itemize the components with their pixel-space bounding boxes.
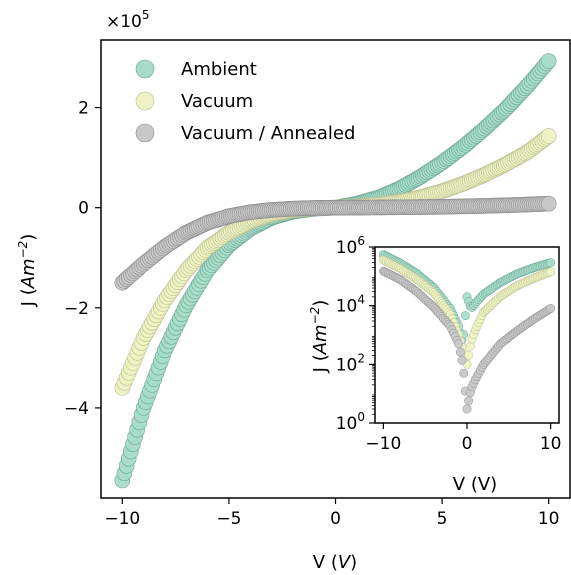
y-tick-label: −2 bbox=[64, 299, 89, 319]
legend: Ambient Vacuum Vacuum / Annealed bbox=[135, 59, 355, 144]
inset-x-tick-label: 0 bbox=[462, 434, 473, 454]
inset-y-ticks: 100 102 104 106 bbox=[336, 234, 375, 434]
legend-marker bbox=[135, 59, 155, 79]
inset-x-ticks: −10 0 10 bbox=[365, 423, 561, 454]
y-tick-label: 0 bbox=[78, 199, 89, 219]
main-series-2 bbox=[114, 195, 557, 291]
main-y-axis-label: J (Am−2) bbox=[16, 234, 39, 308]
legend-label: Vacuum / Annealed bbox=[181, 123, 355, 144]
inset-y-axis-label: J (Am−2) bbox=[308, 300, 331, 374]
main-points bbox=[114, 53, 557, 489]
x-tick-label: 0 bbox=[330, 509, 341, 529]
inset-y-tick-label: 106 bbox=[336, 234, 365, 258]
data-point bbox=[464, 350, 474, 360]
main-x-ticks: −10 −5 0 5 10 bbox=[104, 498, 560, 529]
inset-y-tick-label: 102 bbox=[336, 351, 365, 375]
inset-points bbox=[378, 250, 556, 414]
main-scale-label: ×105 bbox=[106, 8, 150, 32]
data-point bbox=[546, 304, 556, 313]
data-point bbox=[457, 355, 467, 365]
inset-x-axis-label: V (V) bbox=[453, 474, 497, 495]
inset-chart: −10 0 10 100 102 104 106 V (V) J (Am−2) bbox=[308, 234, 561, 495]
main-series-1 bbox=[114, 128, 557, 396]
data-point bbox=[540, 195, 557, 212]
data-point bbox=[460, 311, 470, 321]
main-chart: −10 −5 0 5 10 −4 −2 0 2 ×105 V (V) J (Am−2) Amb… bbox=[16, 8, 571, 573]
inset-series-2 bbox=[378, 266, 556, 414]
legend-label: Vacuum bbox=[181, 91, 253, 112]
inset-series-1 bbox=[378, 255, 556, 369]
data-point bbox=[459, 368, 469, 378]
inset-y-tick-label: 100 bbox=[336, 410, 365, 434]
data-point bbox=[540, 53, 557, 69]
x-tick-label: 10 bbox=[538, 509, 560, 529]
y-tick-label: −4 bbox=[64, 399, 89, 419]
legend-marker bbox=[135, 123, 155, 143]
legend-label: Ambient bbox=[181, 59, 257, 80]
data-point bbox=[462, 404, 472, 414]
data-point bbox=[464, 396, 474, 406]
inset-x-tick-label: −10 bbox=[365, 434, 401, 454]
data-point bbox=[454, 339, 464, 349]
inset-x-tick-label: 10 bbox=[540, 434, 562, 454]
inset-y-tick-label: 104 bbox=[336, 293, 365, 317]
data-point bbox=[546, 258, 556, 268]
legend-marker bbox=[135, 91, 155, 111]
data-point bbox=[455, 347, 465, 357]
data-point bbox=[546, 267, 556, 277]
main-y-ticks: −4 −2 0 2 bbox=[64, 99, 101, 419]
x-tick-label: −5 bbox=[216, 509, 241, 529]
main-x-axis-label: V (V) bbox=[313, 552, 357, 573]
y-tick-label: 2 bbox=[78, 99, 89, 119]
x-tick-label: −10 bbox=[104, 509, 140, 529]
data-point bbox=[540, 128, 557, 144]
x-tick-label: 5 bbox=[437, 509, 448, 529]
